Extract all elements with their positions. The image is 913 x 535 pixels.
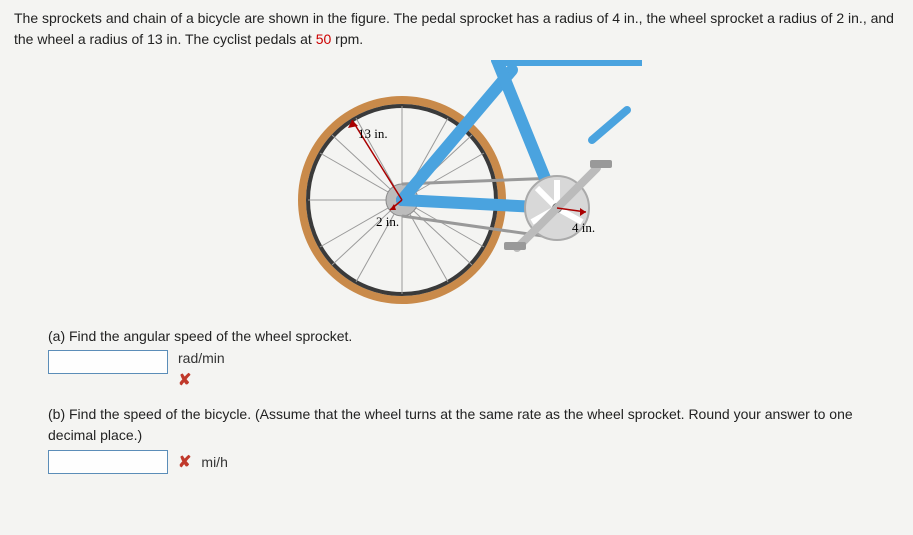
value-pedal-radius: 4 — [612, 10, 620, 26]
wheel-sprocket-label: 2 in. — [376, 214, 399, 229]
part-a-answer-row: rad/min ✘ — [48, 350, 899, 390]
bicycle-figure: 13 in. 2 in. 4 in. — [272, 60, 642, 310]
part-a-unit: rad/min — [178, 350, 225, 366]
text-seg: The sprockets and chain of a bicycle are… — [14, 10, 612, 26]
bicycle-svg: 13 in. 2 in. 4 in. — [272, 60, 642, 310]
part-a-input[interactable] — [48, 350, 168, 374]
frame — [402, 60, 642, 208]
part-b-answer-row: ✘ mi/h — [48, 450, 899, 474]
value-wheel-sprocket-radius: 2 — [836, 10, 844, 26]
wrong-icon: ✘ — [178, 452, 191, 472]
part-b-input[interactable] — [48, 450, 168, 474]
text-seg: in., the wheel sprocket a radius of — [620, 10, 836, 26]
part-b-unit: mi/h — [201, 454, 227, 470]
wrong-icon: ✘ — [178, 370, 191, 390]
problem-statement: The sprockets and chain of a bicycle are… — [14, 8, 899, 50]
pedal-sprocket-label: 4 in. — [572, 220, 595, 235]
text-seg: rpm. — [331, 31, 363, 47]
text-seg: in. The cyclist pedals at — [163, 31, 316, 47]
wheel-radius-label: 13 in. — [358, 126, 388, 141]
seat-post — [592, 110, 627, 140]
part-a-label: (a) Find the angular speed of the wheel … — [48, 328, 899, 344]
figure-container: 13 in. 2 in. 4 in. — [14, 60, 899, 310]
part-b-label: (b) Find the speed of the bicycle. (Assu… — [48, 404, 865, 446]
value-rpm: 50 — [316, 31, 332, 47]
value-wheel-radius: 13 — [147, 31, 163, 47]
